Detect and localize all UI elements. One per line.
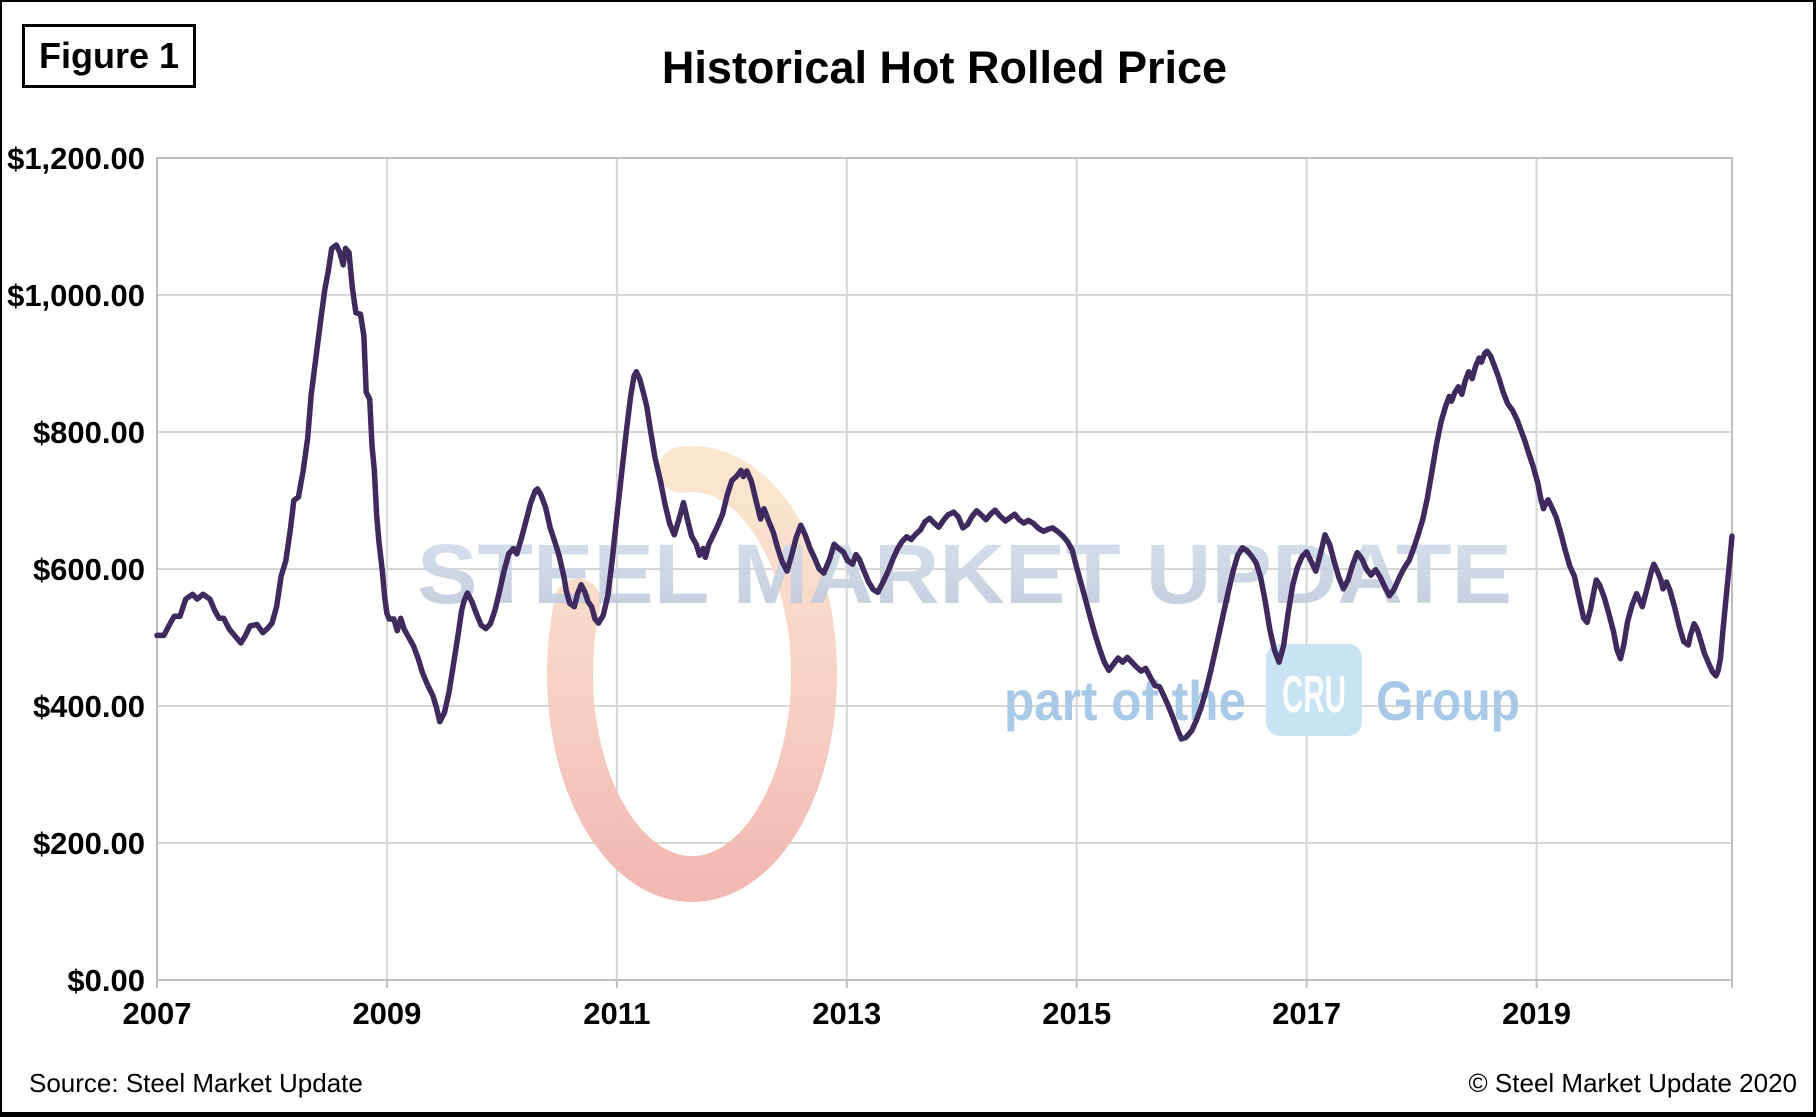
svg-text:$800.00: $800.00: [33, 415, 145, 450]
smu-swoosh-watermark: [547, 446, 837, 902]
svg-text:$200.00: $200.00: [33, 826, 145, 861]
svg-text:$1,000.00: $1,000.00: [7, 278, 145, 313]
price-line: [154, 242, 1735, 742]
x-axis-labels: 2007 2009 2011 2013 2015 2017 2019: [123, 996, 1572, 1031]
figure-label: Figure 1: [38, 35, 180, 76]
plot-border: [156, 157, 1733, 981]
svg-text:2009: 2009: [352, 996, 421, 1031]
copyright-note: © Steel Market Update 2020: [1468, 1068, 1797, 1098]
cru-logo: [1266, 644, 1362, 736]
svg-text:2011: 2011: [583, 996, 650, 1031]
svg-text:2017: 2017: [1272, 996, 1341, 1031]
page-title: Historical Hot Rolled Price: [661, 42, 1228, 93]
svg-text:$0.00: $0.00: [67, 963, 145, 998]
axis-tick-marks: [156, 980, 1733, 988]
figure-label-box: Figure 1: [22, 24, 196, 88]
cru-logo-text: CRU: [1282, 666, 1346, 724]
source-note: Source: Steel Market Update: [29, 1068, 363, 1098]
svg-text:$600.00: $600.00: [33, 552, 145, 587]
svg-text:$1,200.00: $1,200.00: [7, 141, 145, 176]
svg-text:2013: 2013: [812, 996, 881, 1031]
svg-text:2015: 2015: [1042, 996, 1111, 1031]
y-axis-labels: $0.00 $200.00 $400.00 $600.00 $800.00 $1,000.…: [7, 141, 145, 998]
svg-text:$400.00: $400.00: [33, 689, 145, 724]
svg-text:2007: 2007: [123, 996, 192, 1031]
svg-text:2019: 2019: [1502, 996, 1571, 1031]
watermark-group: Group: [1376, 669, 1520, 732]
